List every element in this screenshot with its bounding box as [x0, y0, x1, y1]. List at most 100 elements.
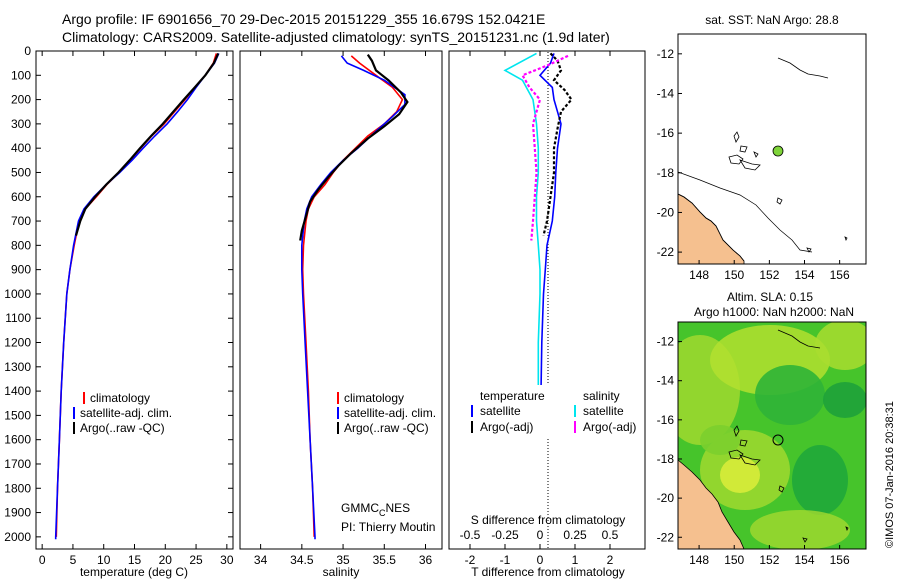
lat-tick-label: -16 [657, 126, 675, 140]
salinity-axis: 34 34.5 35 35.5 36 [254, 51, 433, 567]
y-tick-label: 600 [11, 190, 31, 204]
x-tick-label: 36 [419, 553, 433, 567]
y-tick-label: 300 [11, 117, 31, 131]
y-tick-label: 1200 [4, 336, 31, 350]
x-tick-label: 0 [537, 553, 544, 567]
x-tick-label: 20 [159, 553, 173, 567]
legend-background [460, 385, 636, 437]
difference-panel: -2 -1 0 1 2 -0.5 -0.25 0 0.25 0.5 S difference f… [448, 50, 646, 579]
y-tick-label: 1800 [4, 481, 31, 495]
temperature-axis: 0 5 10 15 20 25 30 [39, 51, 234, 567]
sla-field [678, 322, 866, 549]
x-tick-label: 34 [254, 553, 268, 567]
sla-map-title1: Altim. SLA: 0.15 [727, 290, 813, 304]
series-line [503, 52, 541, 416]
y-tick-label: 0 [24, 44, 31, 58]
legend-label-satellite: satellite-adj. clim. [344, 406, 436, 420]
credit-tail: NES [386, 501, 411, 515]
series-line [74, 52, 220, 236]
y-tick-label: 1000 [4, 287, 31, 301]
x-tick-label: 1 [572, 553, 579, 567]
temperature-series [54, 52, 220, 540]
lat-tick-label: -20 [657, 205, 675, 219]
lon-tick-label: 152 [759, 553, 779, 567]
sla-float-marker [772, 434, 784, 446]
footer-timestamp: ©IMOS 07-Jan-2016 20:38:31 [884, 401, 896, 548]
y-tick-label: 1300 [4, 360, 31, 374]
salinity-panel: 34 34.5 35 35.5 36 salinity climatology sate… [239, 50, 443, 579]
y-tick-label: 2000 [4, 530, 31, 544]
series-line [301, 55, 404, 537]
x-tick-label: 35 [336, 553, 350, 567]
sla-map-title2: Argo h1000: NaN h2000: NaN [694, 305, 854, 319]
x-tick-label: 25 [189, 553, 203, 567]
sst-isobath [678, 171, 813, 253]
sla-map-frame [677, 321, 867, 550]
y-tick-label: 400 [11, 141, 31, 155]
sla-anomaly [792, 445, 848, 515]
lat-tick-label: -18 [657, 452, 675, 466]
y-tick-label: 1100 [5, 311, 31, 325]
lon-tick-label: 148 [689, 268, 709, 282]
lat-tick-label: -12 [657, 47, 675, 61]
lon-tick-label: 156 [830, 268, 850, 282]
lon-tick-label: 152 [759, 268, 779, 282]
y-tick-label: 200 [11, 93, 31, 107]
lat-tick-label: -22 [657, 530, 675, 544]
x-tick-label: 30 [220, 553, 234, 567]
sla-reef [777, 329, 821, 349]
sla-anomaly [755, 365, 825, 425]
credit-sub: C [379, 508, 386, 518]
temperature-plot-area [35, 50, 234, 550]
legend-label-climatology: climatology [344, 391, 404, 405]
sst-map-frame [677, 33, 867, 265]
sst-float-marker [772, 145, 784, 157]
sla-land [678, 459, 745, 549]
lon-tick-label: 154 [794, 553, 814, 567]
sst-coast [678, 193, 745, 262]
lat-tick-label: -12 [657, 335, 675, 349]
series-line [520, 54, 569, 241]
sla-map-axes: 148 150 152 154 156 -12 -14 -16 -18 -20 -22 [657, 335, 850, 567]
y-tick-label: 1900 [4, 506, 31, 520]
lat-tick-label: -14 [657, 86, 675, 100]
legend-title-temperature: temperature [480, 389, 545, 403]
s-tick-label: 0.5 [602, 528, 619, 542]
difference-series [503, 52, 573, 416]
legend-label-s-argo: Argo(-adj) [583, 420, 636, 434]
legend-label-climatology: climatology [90, 391, 150, 405]
lon-tick-label: 148 [689, 553, 709, 567]
sla-anomaly [700, 425, 740, 455]
legend-label-satellite: satellite-adj. clim. [80, 406, 172, 420]
credit-line2: PI: Thierry Moutin [341, 520, 435, 534]
lon-tick-label: 154 [794, 268, 814, 282]
legend-label-s-satellite: satellite [583, 404, 624, 418]
temperature-panel: 0100200300400500600700800900100011001200… [4, 44, 234, 579]
x-tick-label: 0 [39, 553, 46, 567]
y-tick-label: 1700 [4, 457, 31, 471]
x-tick-label: 5 [70, 553, 77, 567]
s-tick-label: 0.25 [563, 528, 587, 542]
s-tick-label: -0.25 [491, 528, 519, 542]
legend-label-argo: Argo(..raw -QC) [344, 421, 429, 435]
sla-map-panel: Altim. SLA: 0.15 Argo h1000: NaN h2000: … [657, 290, 867, 567]
x-tick-label: 34.5 [290, 553, 314, 567]
sla-anomaly [720, 457, 760, 493]
y-tick-label: 1600 [4, 433, 31, 447]
lat-tick-label: -14 [657, 374, 675, 388]
lat-tick-label: -20 [657, 491, 675, 505]
y-tick-label: 100 [11, 68, 31, 82]
t-difference-axis: -2 -1 0 1 2 [465, 51, 614, 567]
series-line [299, 53, 409, 241]
s-difference-axis: -0.5 -0.25 0 0.25 0.5 [460, 528, 619, 542]
x-tick-label: -2 [465, 553, 476, 567]
series-line [538, 53, 562, 416]
sla-anomaly [750, 510, 850, 549]
temperature-xlabel: temperature (deg C) [80, 565, 188, 579]
difference-legend: temperature salinity satellite Argo(-adj… [460, 385, 636, 437]
x-tick-label: 2 [607, 553, 614, 567]
y-tick-label: 500 [11, 165, 31, 179]
t-difference-xlabel: T difference from climatology [471, 565, 625, 579]
x-tick-label: 15 [128, 553, 142, 567]
